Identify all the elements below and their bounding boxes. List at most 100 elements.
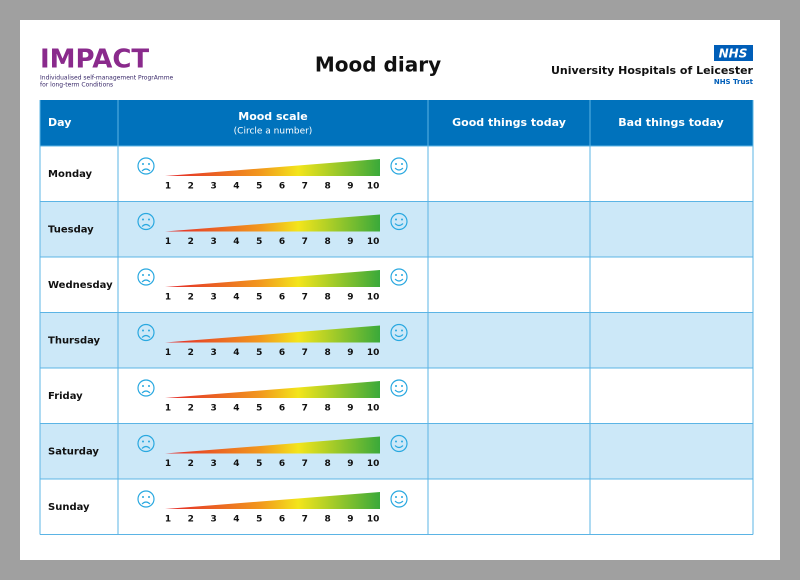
face-eye xyxy=(395,274,397,276)
face xyxy=(390,212,408,231)
day-label: Tuesday xyxy=(48,224,94,235)
column-header: Good things today xyxy=(452,116,566,129)
nhs-badge-text: NHS xyxy=(719,47,748,61)
scale-number: 3 xyxy=(210,459,216,469)
scale-number: 4 xyxy=(233,293,239,303)
scale-number: 8 xyxy=(324,237,330,247)
face-mouth xyxy=(141,223,151,227)
mood-wedge xyxy=(165,214,380,232)
face-eye xyxy=(401,274,403,276)
scale-number: 7 xyxy=(302,515,308,525)
scale-number: 6 xyxy=(279,348,285,358)
face-eye xyxy=(148,163,150,165)
logo-tagline: Individualised self-management ProgrAmme xyxy=(40,75,174,82)
face-eye xyxy=(395,385,397,387)
face-mouth xyxy=(394,445,404,449)
scale-number: 6 xyxy=(279,182,285,192)
face-eye xyxy=(148,329,150,332)
face xyxy=(137,157,155,175)
scale-number: 4 xyxy=(233,348,239,358)
scale-number: 3 xyxy=(210,237,216,247)
scale-number: 1 xyxy=(165,459,171,469)
scale-number: 7 xyxy=(302,459,308,469)
scale-number: 5 xyxy=(256,515,262,525)
scale-number: 7 xyxy=(302,348,308,358)
face-eye xyxy=(148,218,150,221)
face xyxy=(390,490,408,508)
face-mouth xyxy=(141,168,151,172)
scale-number: 2 xyxy=(188,237,194,247)
face-eye xyxy=(395,496,397,498)
scale-number: 9 xyxy=(347,293,353,303)
face xyxy=(137,490,155,508)
face-eye xyxy=(401,218,403,221)
face xyxy=(390,323,408,342)
scale-number: 6 xyxy=(279,404,285,414)
scale-number: 8 xyxy=(324,182,330,192)
scale-number: 8 xyxy=(324,515,330,525)
mood-wedge xyxy=(165,381,380,398)
face-mouth xyxy=(394,389,404,393)
scale-number: 2 xyxy=(188,459,194,469)
scale-number: 4 xyxy=(233,237,239,247)
scale-number: 5 xyxy=(256,293,262,303)
face-eye xyxy=(401,440,403,443)
scale-number: 5 xyxy=(256,348,262,358)
mood-wedge xyxy=(165,159,380,176)
face xyxy=(137,268,155,286)
scale-number: 10 xyxy=(367,348,380,358)
scale-number: 2 xyxy=(188,348,194,358)
scale-number: 1 xyxy=(165,293,171,303)
face-eye xyxy=(401,496,403,498)
face xyxy=(390,157,408,175)
trust-name: University Hospitals of Leicester xyxy=(551,64,754,77)
column-note: (Circle a number) xyxy=(234,127,313,137)
face-eye xyxy=(142,274,144,276)
scale-number: 4 xyxy=(233,404,239,414)
scale-number: 3 xyxy=(210,404,216,414)
face-eye xyxy=(395,218,397,221)
face-eye xyxy=(148,385,150,387)
logo-tagline: for long-term Conditions xyxy=(40,82,113,89)
scale-number: 3 xyxy=(210,293,216,303)
face xyxy=(137,379,155,397)
face-eye xyxy=(142,385,144,387)
scale-number: 1 xyxy=(165,237,171,247)
scale-number: 9 xyxy=(347,182,353,192)
scale-number: 2 xyxy=(188,182,194,192)
day-label: Monday xyxy=(48,169,93,180)
scale-number: 1 xyxy=(165,404,171,414)
face xyxy=(137,434,155,453)
scale-number: 9 xyxy=(347,348,353,358)
scale-number: 9 xyxy=(347,459,353,469)
mood-wedge xyxy=(165,325,380,343)
scale-number: 3 xyxy=(210,182,216,192)
scale-number: 10 xyxy=(367,293,380,303)
table-header xyxy=(40,100,753,146)
mood-wedge xyxy=(165,436,380,454)
scale-number: 3 xyxy=(210,515,216,525)
table-body: Monday 1 2 3 4 5 6 7 8 9 10 Tuesday 1 2 3 4 5 6 7 8 9 10 Wedne… xyxy=(39,100,754,535)
scale-number: 10 xyxy=(367,182,380,192)
scale-number: 1 xyxy=(165,182,171,192)
scale-number: 6 xyxy=(279,293,285,303)
mood-wedge xyxy=(165,270,380,287)
scale-number: 6 xyxy=(279,237,285,247)
day-label: Friday xyxy=(48,391,83,402)
face-eye xyxy=(401,329,403,332)
face-eye xyxy=(142,163,144,165)
face xyxy=(137,212,155,231)
scale-number: 6 xyxy=(279,515,285,525)
scale-number: 2 xyxy=(188,404,194,414)
face-eye xyxy=(148,440,150,443)
nhs-badge xyxy=(714,45,753,61)
scale-number: 2 xyxy=(188,293,194,303)
scale-number: 8 xyxy=(324,348,330,358)
scale-number: 6 xyxy=(279,459,285,469)
day-label: Wednesday xyxy=(48,280,113,291)
mood-wedge xyxy=(165,492,380,509)
scale-number: 7 xyxy=(302,237,308,247)
face-eye xyxy=(401,163,403,165)
